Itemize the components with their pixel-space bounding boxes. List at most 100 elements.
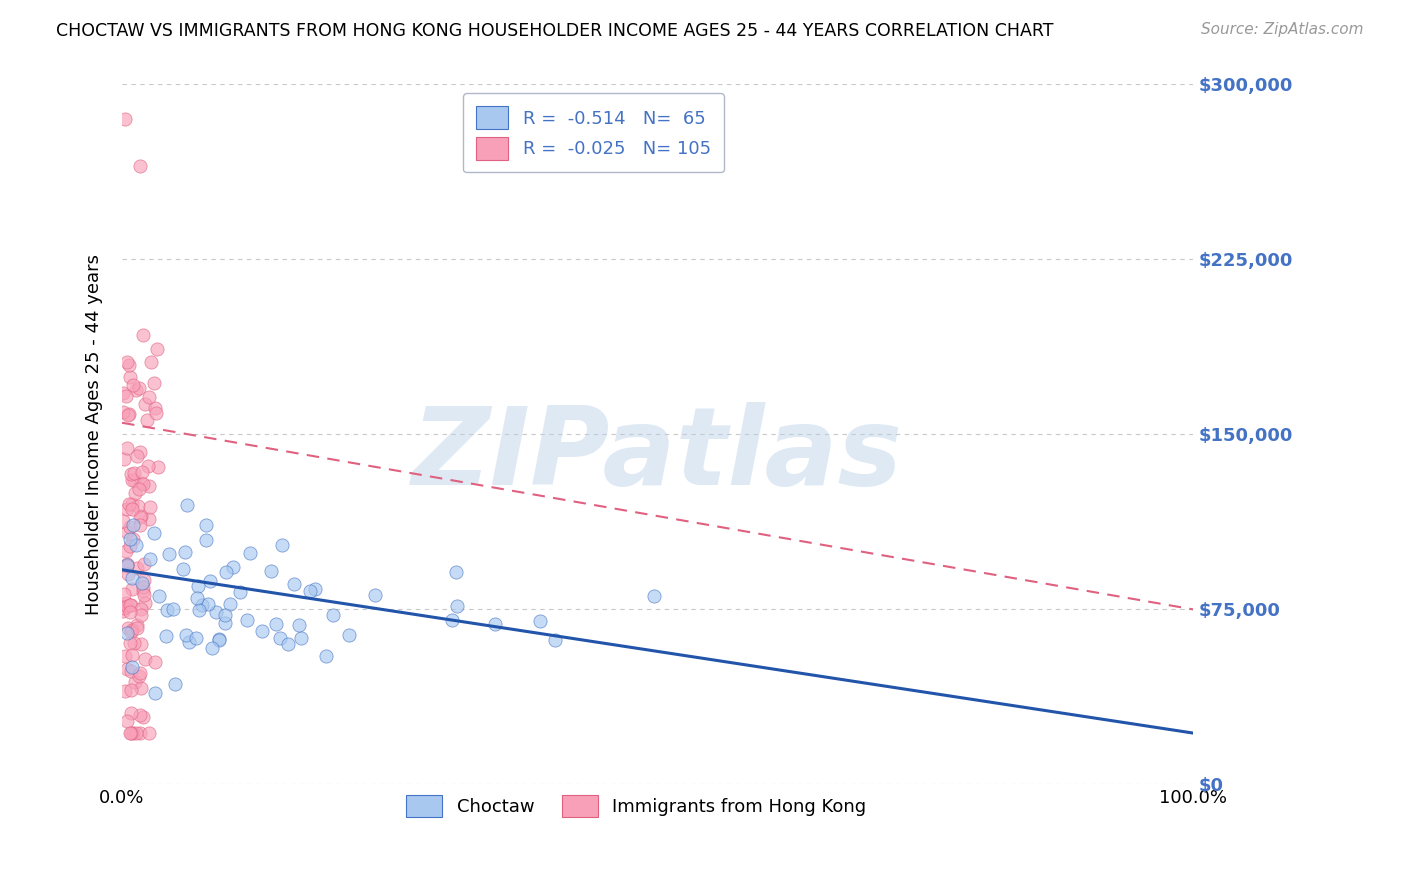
Point <box>124 486 146 500</box>
Point <box>114 648 136 663</box>
Point <box>134 596 156 610</box>
Point <box>114 112 136 127</box>
Point <box>148 590 170 604</box>
Point <box>114 389 136 403</box>
Point <box>264 617 287 632</box>
Point <box>197 597 219 611</box>
Point <box>118 599 141 613</box>
Text: Source: ZipAtlas.com: Source: ZipAtlas.com <box>1201 22 1364 37</box>
Text: ZIPatlas: ZIPatlas <box>412 402 903 508</box>
Point <box>131 575 153 590</box>
Point <box>260 564 283 578</box>
Point <box>146 460 169 475</box>
Point <box>162 602 184 616</box>
Point <box>129 608 152 623</box>
Point <box>117 625 139 640</box>
Point <box>120 467 142 482</box>
Point <box>115 441 138 455</box>
Point <box>120 598 142 612</box>
Point <box>364 588 387 602</box>
Point <box>129 602 152 616</box>
Point <box>132 710 155 724</box>
Point <box>194 517 217 532</box>
Point <box>131 637 153 651</box>
Point <box>143 655 166 669</box>
Point <box>544 633 567 648</box>
Point <box>143 526 166 541</box>
Point <box>120 706 142 721</box>
Point <box>118 635 141 649</box>
Point <box>128 666 150 681</box>
Point <box>117 567 139 582</box>
Point <box>118 408 141 422</box>
Point <box>112 587 135 601</box>
Point <box>236 613 259 627</box>
Point <box>139 552 162 566</box>
Point <box>118 497 141 511</box>
Point <box>118 358 141 372</box>
Point <box>214 607 236 622</box>
Point <box>172 562 194 576</box>
Point <box>205 605 228 619</box>
Point <box>128 669 150 683</box>
Point <box>176 498 198 512</box>
Point <box>131 584 153 599</box>
Point <box>138 726 160 740</box>
Point <box>122 466 145 480</box>
Point <box>207 632 229 647</box>
Point <box>117 408 139 422</box>
Point <box>112 515 135 529</box>
Point <box>288 617 311 632</box>
Point <box>112 604 135 618</box>
Point <box>146 342 169 356</box>
Point <box>250 624 273 639</box>
Point <box>118 370 141 384</box>
Point <box>277 637 299 651</box>
Y-axis label: Householder Income Ages 25 - 44 years: Householder Income Ages 25 - 44 years <box>86 254 103 615</box>
Point <box>139 500 162 514</box>
Point <box>139 355 162 369</box>
Point <box>127 449 149 463</box>
Point <box>315 649 337 664</box>
Point <box>118 533 141 547</box>
Point <box>138 512 160 526</box>
Point <box>136 458 159 473</box>
Point <box>124 473 146 487</box>
Point <box>122 726 145 740</box>
Point <box>129 444 152 458</box>
Point <box>115 355 138 369</box>
Point <box>129 508 152 523</box>
Point <box>138 478 160 492</box>
Point <box>186 632 208 646</box>
Point <box>129 681 152 695</box>
Point <box>125 621 148 635</box>
Point <box>337 628 360 642</box>
Point <box>176 628 198 642</box>
Point <box>121 378 143 392</box>
Point <box>529 615 551 629</box>
Point <box>121 660 143 674</box>
Legend: Choctaw, Immigrants from Hong Kong: Choctaw, Immigrants from Hong Kong <box>399 788 873 824</box>
Point <box>174 545 197 559</box>
Point <box>214 565 236 579</box>
Point <box>290 631 312 645</box>
Point <box>121 648 143 663</box>
Point <box>120 520 142 534</box>
Point <box>136 412 159 426</box>
Point <box>121 571 143 585</box>
Point <box>269 631 291 645</box>
Point <box>155 629 177 643</box>
Point <box>208 632 231 646</box>
Point <box>129 476 152 491</box>
Point <box>115 559 138 574</box>
Point <box>114 684 136 698</box>
Point <box>121 582 143 596</box>
Point <box>271 538 294 552</box>
Point <box>122 517 145 532</box>
Point <box>134 573 156 587</box>
Point <box>218 597 240 611</box>
Point <box>115 662 138 676</box>
Text: CHOCTAW VS IMMIGRANTS FROM HONG KONG HOUSEHOLDER INCOME AGES 25 - 44 YEARS CORRE: CHOCTAW VS IMMIGRANTS FROM HONG KONG HOU… <box>56 22 1053 40</box>
Point <box>132 558 155 572</box>
Point <box>115 599 138 613</box>
